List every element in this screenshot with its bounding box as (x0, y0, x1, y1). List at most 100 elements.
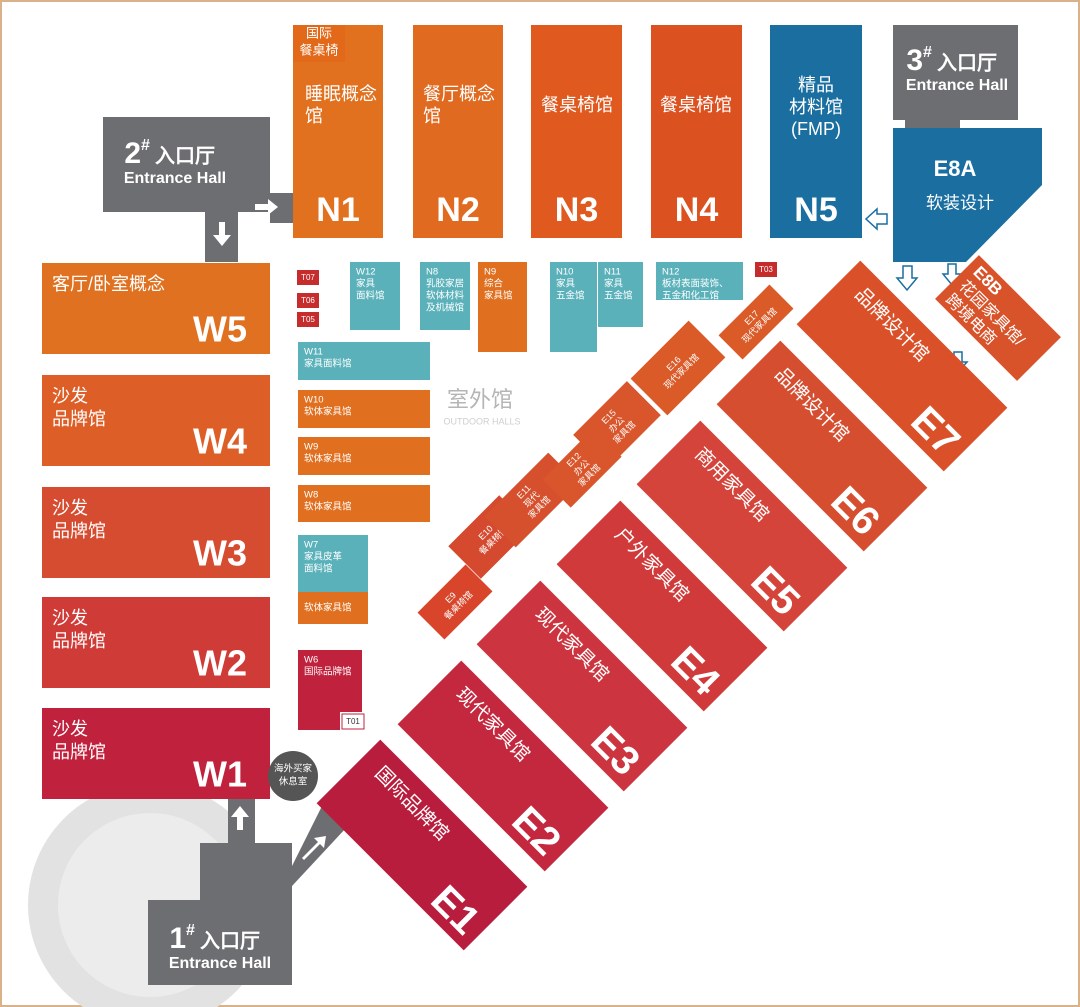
hall-name: 综合 (484, 278, 504, 290)
hall-name: 沙发 (52, 498, 88, 518)
hall-name: (FMP) (791, 119, 841, 139)
hall-shape (796, 260, 1008, 472)
outdoor-hall (298, 390, 430, 428)
hall-shape (716, 340, 928, 552)
west-hall (42, 487, 270, 578)
hall-name: 家具皮革 (304, 551, 343, 563)
hall-name: 面料馆 (356, 290, 385, 302)
hall-name: 客厅/卧室概念 (52, 273, 165, 294)
west-hall (42, 708, 270, 799)
booth-code: T07 (301, 273, 315, 282)
outdoor-hall (598, 262, 643, 327)
hall-code: N11 (604, 267, 621, 278)
outdoor-hall (298, 485, 430, 522)
outdoor-hall (420, 262, 470, 330)
down-arrows (895, 263, 963, 292)
hall-code: N12 (662, 267, 679, 278)
hall-name: 精品 (798, 75, 834, 95)
hall-code: W7 (304, 540, 318, 551)
hall-code: N5 (794, 191, 837, 229)
north-hall (651, 25, 742, 238)
hall-name: 家具 (356, 278, 376, 290)
hall-code: E8A (934, 156, 977, 181)
hall-name: 家具馆 (484, 290, 513, 302)
hall-code: W4 (193, 421, 247, 462)
hall-code: N4 (675, 191, 719, 229)
hall-name: 五金和化工馆 (662, 290, 719, 302)
outdoor-title: 室外馆 (447, 387, 513, 412)
hall-name: 软体家具馆 (304, 602, 352, 614)
small-booth (755, 262, 777, 277)
hall-shape (476, 580, 688, 792)
hall-name: 沙发 (52, 719, 88, 739)
arrows (213, 199, 326, 860)
hall-name: 软体家具馆 (304, 453, 352, 465)
entrance-number: 1 (169, 922, 186, 955)
outdoor-hall (298, 592, 368, 624)
entrance-number: 2 (124, 137, 141, 170)
lounge-text: 海外买家 (274, 763, 313, 775)
hall-code: W9 (304, 442, 318, 453)
hall-tag-text: 餐桌椅 (299, 42, 338, 57)
hall-name: 五金馆 (604, 290, 633, 302)
outdoor-hall (478, 262, 527, 352)
hall-code: N8 (426, 267, 438, 278)
hall-name: 品牌馆 (52, 631, 106, 651)
outdoor-hall (550, 262, 597, 352)
outdoor-hall (298, 535, 368, 592)
hall-code: W6 (304, 655, 318, 666)
outdoor-hall (350, 262, 400, 330)
hall-name: 软体材料 (426, 290, 465, 302)
hall-tag-text: 国际 (306, 25, 332, 40)
hall-code: W1 (193, 754, 247, 795)
entrance-number: 3 (906, 44, 923, 77)
entrance-name: 入口厅 (155, 144, 215, 167)
entrance-english: Entrance Hall (124, 170, 226, 187)
hall-name: 及机械馆 (426, 302, 464, 314)
hall-name: 沙发 (52, 608, 88, 628)
hall-name: 板材表面装饰、 (662, 278, 729, 290)
entrance-mark: # (186, 922, 195, 939)
hall-shape (417, 564, 493, 640)
hall-name: 国际品牌馆 (304, 666, 352, 678)
hall-code: W5 (193, 309, 247, 350)
hall-shape (397, 660, 609, 872)
small-booth (341, 713, 365, 730)
entrance-mark: # (923, 44, 932, 61)
hall-shape (556, 500, 768, 712)
booth-code: T06 (301, 296, 315, 305)
hall-code: N3 (555, 191, 598, 229)
entrance-shapes (103, 25, 1018, 985)
hall-shape (630, 320, 726, 416)
hall-code: N1 (316, 191, 359, 229)
north-hall (413, 25, 503, 238)
hall-name: 睡眠概念 (305, 83, 377, 104)
hall-shape (636, 420, 848, 632)
outdoor-hall (298, 437, 430, 475)
outdoor-hall (298, 650, 362, 730)
hall-code: W8 (304, 490, 318, 501)
entrance-mark: # (141, 137, 150, 154)
north-hall (531, 25, 622, 238)
hall-tag (293, 25, 345, 62)
hall-code: N10 (556, 267, 573, 278)
hall-name: 家具 (604, 278, 624, 290)
west-hall (42, 263, 270, 354)
hall-name: 软装设计 (926, 193, 994, 212)
booth-code: T05 (301, 315, 315, 324)
hall-code: W12 (356, 267, 376, 278)
hall-shape (316, 739, 528, 951)
hall-name: 家具面料馆 (304, 358, 352, 370)
hall-shape (718, 284, 794, 360)
entrance-english: Entrance Hall (169, 955, 271, 972)
west-hall (42, 375, 270, 466)
small-booth (297, 270, 319, 285)
hall-name: 餐桌椅馆 (660, 95, 732, 115)
hall-name: 馆 (305, 106, 323, 126)
hall-name: 品牌馆 (52, 409, 106, 429)
hall-name: 软体家具馆 (304, 501, 352, 513)
